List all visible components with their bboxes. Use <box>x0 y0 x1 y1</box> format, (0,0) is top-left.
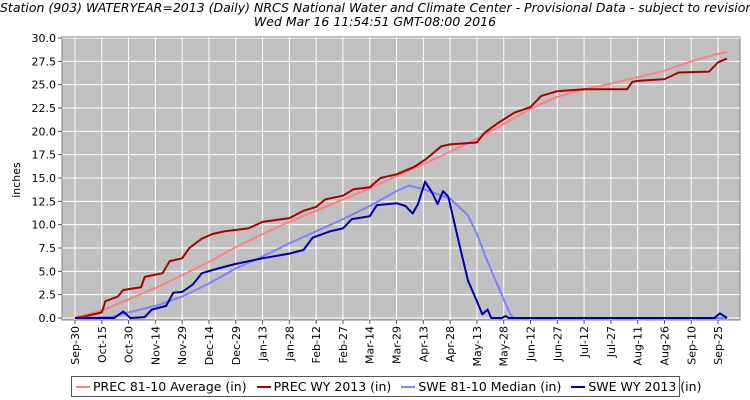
x-tick-label: May-28 <box>498 326 511 367</box>
legend: PREC 81-10 Average (in) PREC WY 2013 (in… <box>71 376 701 397</box>
legend-swatch-prec-avg <box>76 385 90 388</box>
chart-title: Station (903) WATERYEAR=2013 (Daily) NRC… <box>0 0 750 15</box>
x-tick-label: Apr-28 <box>444 326 457 362</box>
x-tick-label: May-13 <box>471 326 484 367</box>
legend-swatch-prec-wy <box>256 385 271 388</box>
x-tick-label: Aug-11 <box>632 326 645 365</box>
x-tick-label: Mar-14 <box>364 326 377 364</box>
series-line-swe-wy <box>75 180 728 319</box>
x-tick-label: Aug-26 <box>658 326 671 365</box>
y-tick-label: 15.0 <box>32 172 57 185</box>
y-tick-label: 12.5 <box>32 195 57 208</box>
x-tick-label: Sep-30 <box>69 326 82 365</box>
series-line-prec-avg <box>74 51 728 319</box>
x-tick-label: Sep-25 <box>712 326 725 365</box>
y-tick-label: 5.0 <box>39 265 57 278</box>
axes: 0.0 2.5 5.0 7.5 10.0 12.5 15.0 17.5 20.0 22.5 25.0… <box>32 32 726 367</box>
x-tick-label: Nov-14 <box>149 326 162 365</box>
x-tick-label: Jan-13 <box>257 326 270 362</box>
x-tick-label: Nov-29 <box>176 326 189 365</box>
y-tick-label: 10.0 <box>32 219 57 232</box>
legend-swatch-swe-median <box>401 385 416 388</box>
series-line-swe-median <box>74 184 727 319</box>
legend-item-swe-median: SWE 81-10 Median (in) <box>401 379 561 394</box>
x-tick-label: Mar-29 <box>391 326 404 364</box>
x-tick-label: Dec-14 <box>203 326 216 365</box>
x-tick-label: Feb-12 <box>310 326 323 363</box>
y-tick-label: 7.5 <box>39 242 57 255</box>
series-line-prec-wy <box>74 57 728 319</box>
x-tick-label: Oct-30 <box>123 326 136 363</box>
y-tick-label: 17.5 <box>32 149 57 162</box>
x-tick-label: Jun-27 <box>551 326 564 362</box>
chart-subtitle-timestamp: Wed Mar 16 11:54:51 GMT-08:00 2016 <box>253 14 497 29</box>
legend-item-prec-avg: PREC 81-10 Average (in) <box>76 379 247 394</box>
legend-label-swe-wy: SWE WY 2013 (in) <box>588 379 702 394</box>
x-tick-label: Jul-12 <box>578 326 591 358</box>
x-tick-label: Feb-27 <box>337 326 350 363</box>
series-group <box>74 51 728 319</box>
y-tick-label: 30.0 <box>32 32 57 45</box>
x-tick-label: Jan-28 <box>283 326 296 362</box>
y-tick-label: 20.0 <box>32 125 57 138</box>
legend-label-prec-avg: PREC 81-10 Average (in) <box>93 379 247 394</box>
x-tick-label: Apr-13 <box>417 326 430 362</box>
x-tick-label: Jun-12 <box>525 326 538 362</box>
y-tick-label: 27.5 <box>32 55 57 68</box>
y-axis-label: inches <box>10 162 23 198</box>
legend-swatch-swe-wy <box>571 385 586 388</box>
y-tick-label: 25.0 <box>32 79 57 92</box>
legend-label-swe-median: SWE 81-10 Median (in) <box>418 379 562 394</box>
legend-item-prec-wy: PREC WY 2013 (in) <box>256 379 392 394</box>
x-tick-label: Oct-15 <box>96 326 109 363</box>
x-tick-label: Sep-10 <box>685 326 698 365</box>
y-tick-label: 0.0 <box>39 312 57 325</box>
legend-item-swe-wy: SWE WY 2013 (in) <box>571 379 701 394</box>
y-tick-label: 2.5 <box>39 289 57 302</box>
x-tick-label: Dec-29 <box>230 326 243 365</box>
y-tick-label: 22.5 <box>32 102 57 115</box>
x-tick-label: Jul-27 <box>605 326 618 358</box>
legend-label-prec-wy: PREC WY 2013 (in) <box>273 379 392 394</box>
grid-lines <box>62 37 740 320</box>
